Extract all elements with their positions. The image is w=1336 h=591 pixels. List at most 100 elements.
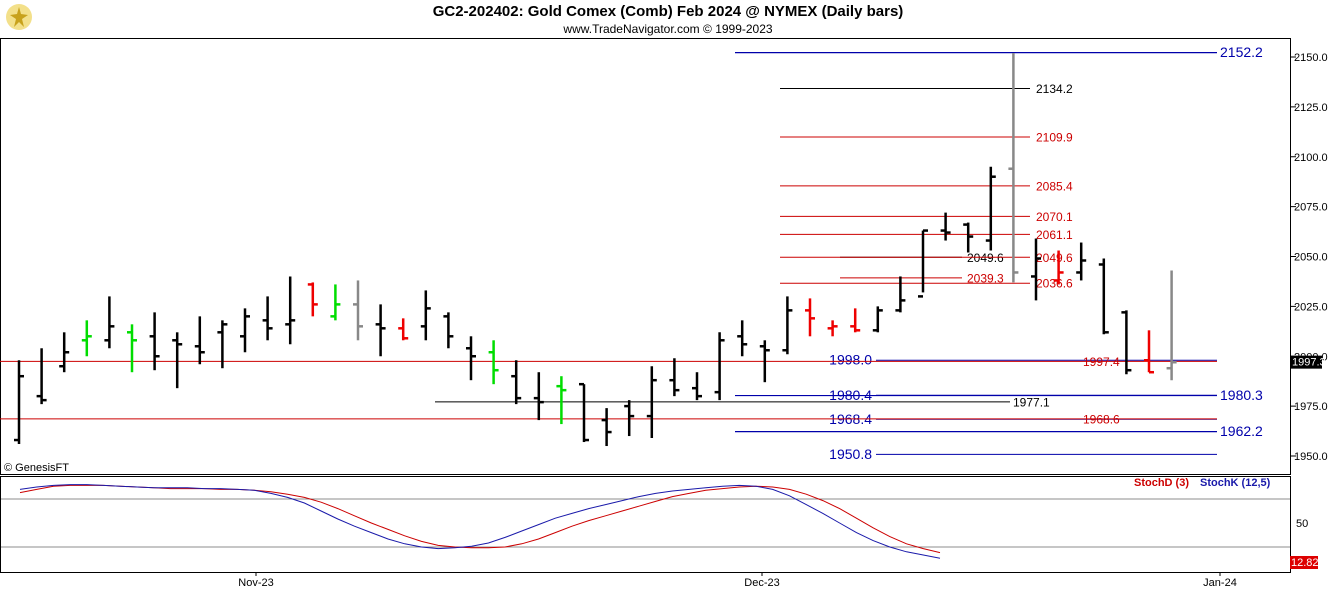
- price-bar: [601, 408, 612, 447]
- y-tick-label: 2125.0: [1294, 102, 1328, 114]
- price-bar: [262, 296, 273, 341]
- y-tick-label: 1975.0: [1294, 401, 1328, 413]
- price-bar: [375, 304, 386, 357]
- chart-subtitle: www.TradeNavigator.com © 1999-2023: [563, 22, 773, 36]
- level-label: 2070.1: [1036, 210, 1073, 224]
- price-bar: [398, 318, 409, 341]
- stoch-last-box: [1290, 556, 1318, 569]
- price-bar: [488, 340, 499, 385]
- chart-frame: [0, 38, 1291, 573]
- price-bar: [692, 372, 702, 401]
- time-axis: Nov-23 Dec-23 Jan-24: [238, 572, 1237, 589]
- last-price-box: [1290, 355, 1322, 369]
- level-label: 1977.1: [1013, 395, 1050, 409]
- price-panel-border: [0, 38, 1291, 475]
- price-bar: [556, 376, 567, 425]
- level-label: 1968.6: [1083, 412, 1120, 426]
- level-label: 2049.6: [1036, 251, 1073, 265]
- price-bar: [353, 280, 363, 341]
- price-bar: [172, 332, 183, 389]
- price-bar: [285, 276, 296, 345]
- legend-stochk: StochK (12,5): [1200, 477, 1271, 489]
- level-lines: 2152.2 2134.2 2109.9 2085.4 2070.1 2061.1 2049…: [0, 44, 1263, 462]
- price-bar: [918, 229, 928, 298]
- price-bar: [36, 348, 47, 405]
- level-label: 2061.1: [1036, 228, 1073, 242]
- price-bar: [511, 360, 522, 405]
- level-label: 1950.8: [829, 446, 872, 462]
- price-bar: [59, 332, 70, 373]
- price-bar: [420, 290, 431, 341]
- price-bar: [1098, 258, 1109, 335]
- price-bar: [194, 316, 205, 365]
- y-tick-label: 1950.0: [1294, 451, 1328, 463]
- level-label: 1980.3: [1220, 387, 1263, 403]
- price-bar: [985, 166, 996, 251]
- price-bar: [81, 320, 92, 357]
- stochk-line: [19, 484, 941, 559]
- price-bar: [466, 336, 476, 381]
- y-tick-label: 2150.0: [1294, 52, 1328, 64]
- price-bar: [872, 306, 883, 333]
- price-bar: [240, 308, 250, 353]
- level-label: 2152.2: [1220, 44, 1263, 60]
- x-tick-label: Nov-23: [238, 577, 273, 589]
- price-bar: [1008, 53, 1019, 283]
- price-bar: [533, 372, 544, 421]
- price-bar: [330, 284, 341, 321]
- level-label: 1980.4: [829, 387, 872, 403]
- level-label: 1998.0: [829, 352, 872, 368]
- price-bar: [940, 212, 951, 241]
- level-label: 2134.2: [1036, 82, 1073, 96]
- price-bar: [1076, 242, 1087, 281]
- genesis-logo-icon: [6, 4, 32, 30]
- level-label: 2039.3: [967, 271, 1004, 285]
- price-bar: [782, 296, 793, 355]
- price-axis: 1950.01975.02000.02025.02050.02075.02100…: [1290, 52, 1328, 463]
- price-bar: [149, 312, 160, 371]
- price-bar: [827, 320, 838, 337]
- price-bar: [963, 222, 974, 253]
- stoch-last-label: 12.82: [1291, 557, 1319, 569]
- x-tick-label: Dec-23: [744, 577, 779, 589]
- price-bar: [443, 312, 454, 349]
- price-bar: [14, 360, 24, 445]
- price-bar: [624, 400, 635, 437]
- chart-title: GC2-202402: Gold Comex (Comb) Feb 2024 @…: [432, 3, 904, 20]
- credit-label: © GenesisFT: [4, 462, 69, 474]
- price-bar: [1144, 330, 1154, 374]
- price-bar: [895, 276, 906, 313]
- price-bar: [646, 366, 657, 439]
- stochastic-panel: 50 12.82: [1, 484, 1319, 569]
- stochd-line: [19, 484, 941, 554]
- price-bar: [1166, 270, 1177, 381]
- y-tick-label: 2100.0: [1294, 152, 1328, 164]
- price-bar: [1031, 238, 1041, 301]
- price-bar: [737, 320, 748, 357]
- y-tick-label: 2075.0: [1294, 202, 1328, 214]
- level-label: 1962.2: [1220, 423, 1263, 439]
- price-bar: [1053, 250, 1064, 285]
- price-bar: [307, 282, 318, 317]
- price-bar: [127, 324, 137, 373]
- level-label: 2109.9: [1036, 130, 1073, 144]
- price-bar: [805, 298, 815, 337]
- price-bar: [104, 296, 115, 349]
- last-price-label: 1997.3: [1292, 357, 1326, 369]
- stoch-panel-border: [0, 476, 1291, 573]
- price-bar: [669, 358, 680, 397]
- y-tick-label: 2050.0: [1294, 252, 1328, 264]
- stoch-tick-label: 50: [1296, 518, 1308, 530]
- price-bar: [579, 382, 589, 443]
- y-tick-label: 2025.0: [1294, 301, 1328, 313]
- price-bar: [217, 320, 228, 369]
- price-bar: [1121, 310, 1132, 375]
- x-tick-label: Jan-24: [1203, 577, 1237, 589]
- price-bars: [14, 53, 1177, 447]
- price-bar: [714, 332, 725, 401]
- price-bar: [850, 308, 861, 333]
- level-label: 2085.4: [1036, 179, 1073, 193]
- level-label: 2036.6: [1036, 277, 1073, 291]
- price-bar: [759, 340, 770, 383]
